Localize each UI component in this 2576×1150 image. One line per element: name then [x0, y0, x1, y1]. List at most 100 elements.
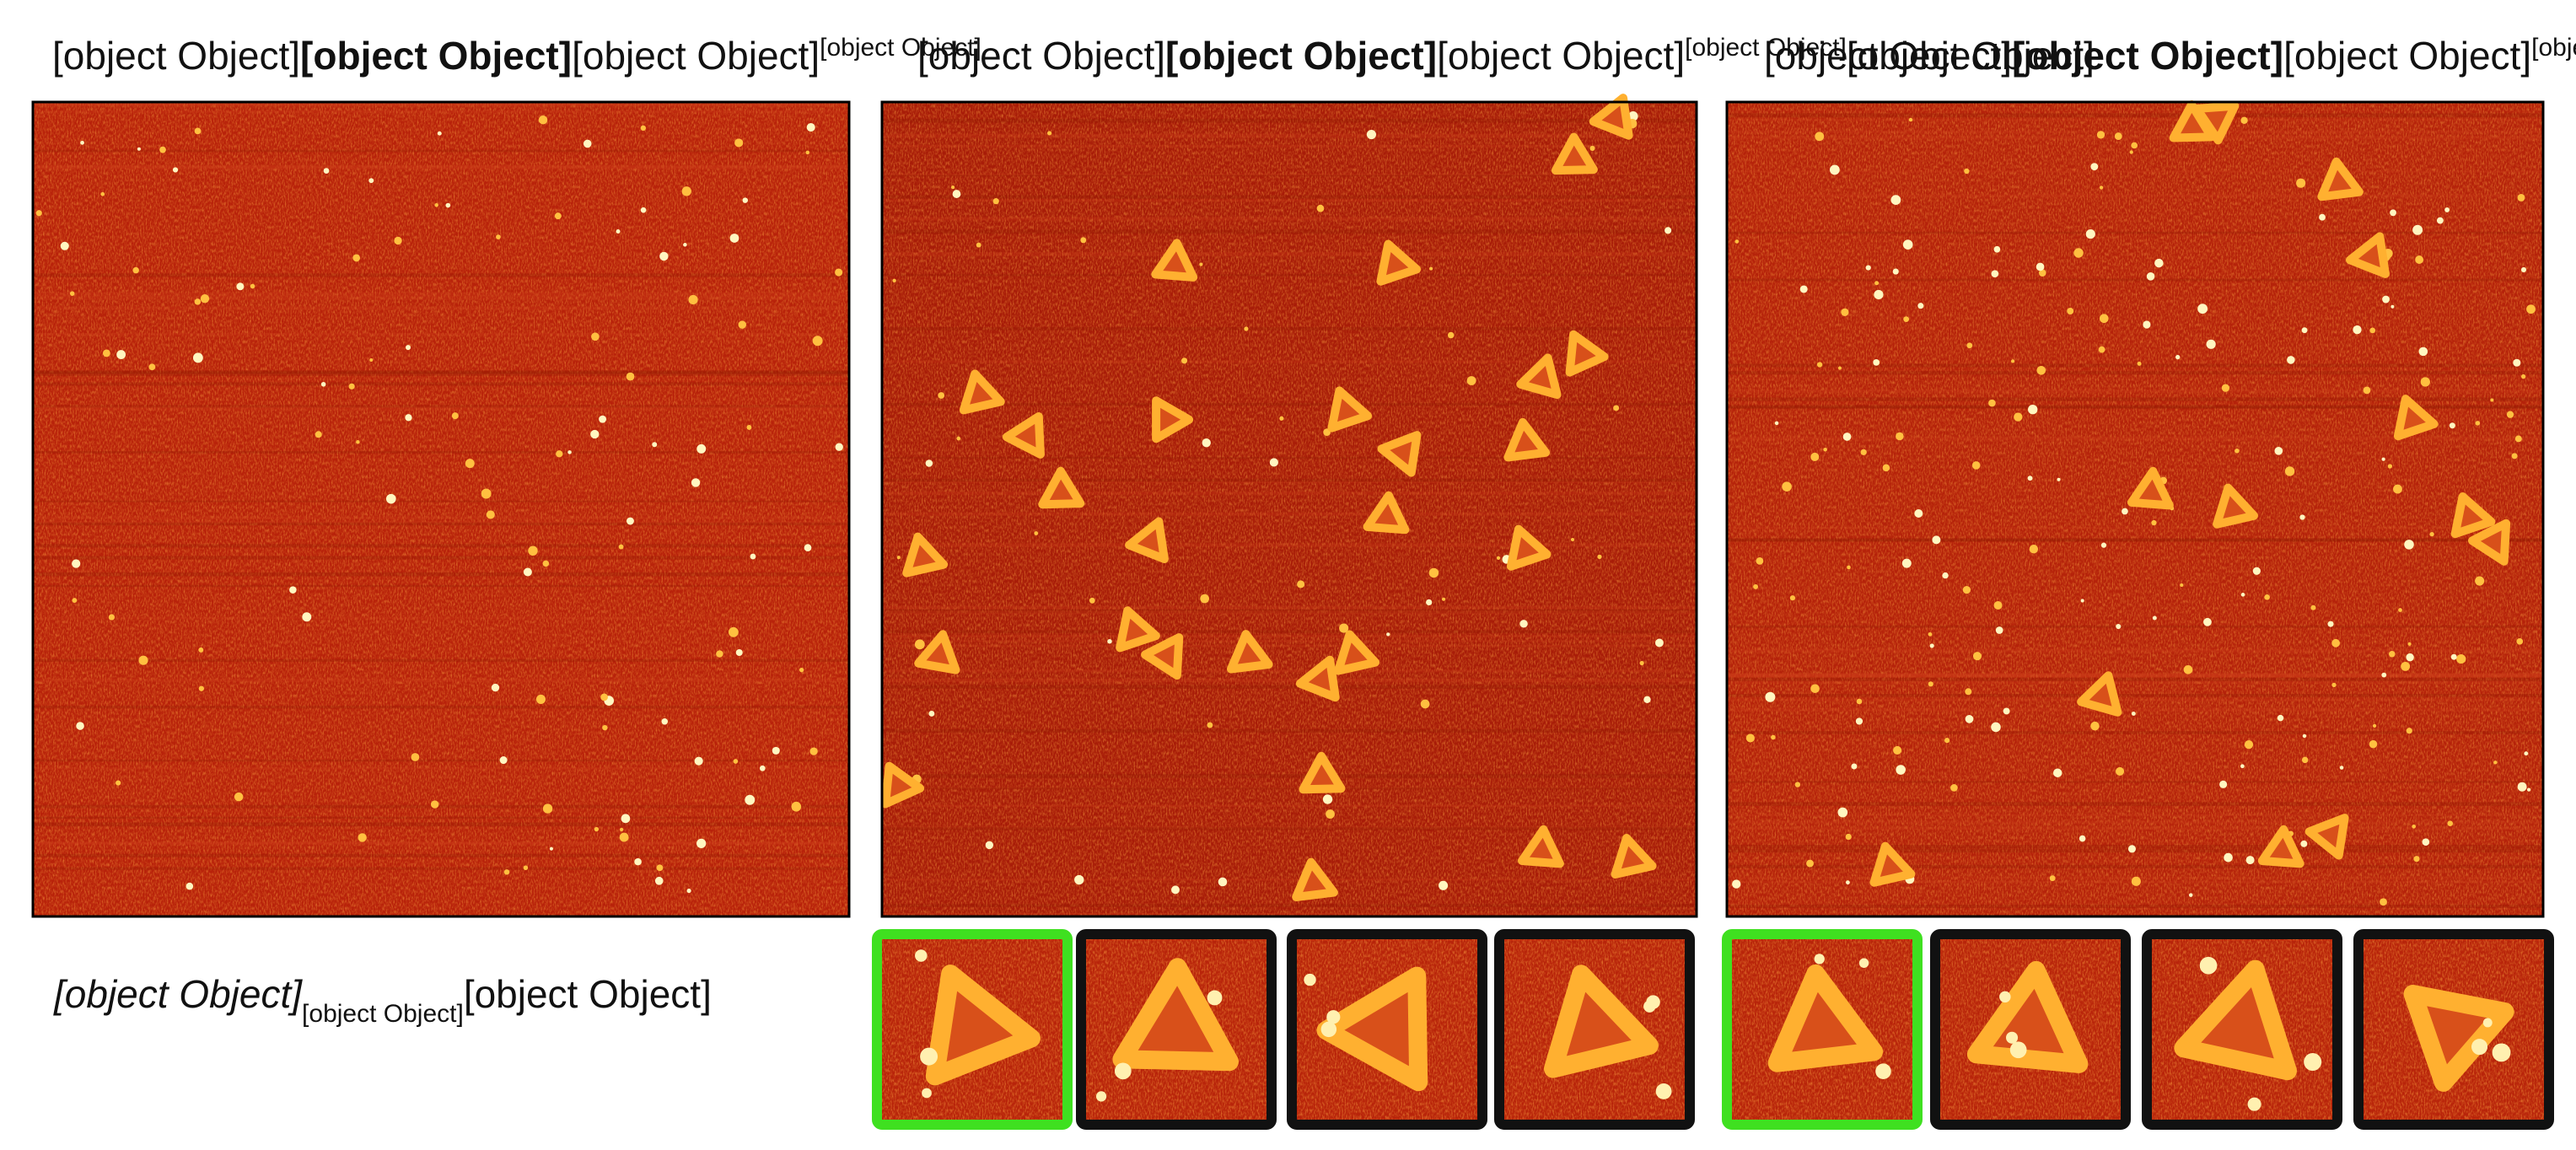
particle [2221, 384, 2230, 392]
particle [2131, 712, 2136, 716]
particle [2247, 1097, 2261, 1111]
particle [1882, 464, 1890, 472]
particle [116, 780, 121, 786]
origami-triangle [1151, 239, 1198, 282]
particle [542, 803, 553, 814]
scan-line [33, 522, 849, 526]
particle [594, 826, 600, 832]
particle [915, 949, 928, 962]
particle [200, 294, 210, 304]
scan-line [882, 678, 1697, 683]
scan-line [1727, 731, 2543, 734]
origami-triangle [881, 761, 925, 809]
particle [434, 203, 438, 207]
scan-line [882, 327, 1697, 330]
text-run: [object Object] [53, 972, 303, 1016]
inset-border [1494, 929, 1695, 1130]
scan-line [882, 826, 1697, 830]
scan-line [33, 102, 849, 106]
scan-line [33, 332, 849, 336]
particle [2398, 608, 2402, 612]
particle [1914, 509, 1923, 518]
particle [358, 833, 367, 842]
image-border [1725, 100, 2545, 918]
particle [1908, 117, 1913, 122]
particle [523, 865, 529, 871]
scan-line [33, 165, 849, 169]
particle [2415, 255, 2424, 264]
image-border [880, 100, 1698, 918]
inset-image [872, 929, 1073, 1130]
scan-line [882, 804, 1697, 808]
particle [2401, 661, 2411, 671]
particle [2096, 131, 2105, 139]
particle [750, 553, 756, 560]
particle [1426, 599, 1433, 606]
particle [1442, 597, 1446, 601]
particle [352, 254, 361, 262]
particle [1823, 447, 1827, 452]
particle [2444, 207, 2450, 212]
particle [2475, 576, 2485, 586]
particle [1810, 684, 1820, 694]
particle [734, 138, 744, 148]
scan-line [882, 133, 1697, 138]
particle [2406, 653, 2414, 662]
particle [694, 756, 703, 766]
particle [315, 431, 322, 438]
particle [2296, 178, 2306, 188]
particle [1814, 954, 1825, 965]
particle [2146, 272, 2155, 281]
particle [2244, 739, 2254, 750]
particle [2420, 377, 2430, 387]
particle [549, 846, 553, 851]
particle [1496, 556, 1501, 560]
scan-line [882, 774, 1697, 778]
particle [1917, 303, 1924, 309]
particle [1873, 358, 1880, 366]
particle [148, 363, 156, 371]
scan-line [882, 118, 1697, 123]
particle [2131, 876, 2141, 886]
scan-line [1727, 802, 2543, 806]
particle [2180, 583, 2184, 588]
particle [102, 349, 110, 357]
particle [2301, 327, 2308, 334]
scan-line [33, 544, 849, 548]
particle [1627, 111, 1638, 121]
particle [683, 243, 687, 247]
particle [186, 882, 194, 890]
particle [1322, 794, 1333, 804]
particle [2300, 840, 2308, 847]
scan-line [1727, 781, 2543, 783]
particle [1993, 601, 2003, 610]
particle [356, 440, 360, 444]
particle [696, 838, 707, 848]
inset-image [2353, 929, 2554, 1130]
afm-image [1725, 100, 2545, 918]
origami-triangle [902, 532, 949, 578]
particle [2516, 638, 2524, 645]
scan-line [33, 373, 849, 376]
particle [1114, 1062, 1132, 1080]
particle [688, 294, 698, 305]
particle [69, 291, 75, 296]
particle [2137, 361, 2142, 366]
particle [2115, 766, 2125, 777]
particle [1326, 809, 1335, 819]
particle [1771, 734, 1776, 740]
particle [1074, 874, 1084, 885]
scan-line [882, 478, 1697, 483]
scan-line [33, 516, 849, 519]
inset-border [1722, 929, 1923, 1130]
particle [2412, 824, 2417, 829]
particle [1815, 132, 1825, 142]
origami-triangle [1299, 751, 1346, 794]
origami-triangle [2304, 814, 2349, 860]
particle [430, 800, 439, 809]
particle [742, 197, 749, 203]
particle [1570, 538, 1574, 542]
scan-line [882, 229, 1697, 234]
particle [2287, 356, 2295, 364]
particle [2482, 1018, 2493, 1028]
